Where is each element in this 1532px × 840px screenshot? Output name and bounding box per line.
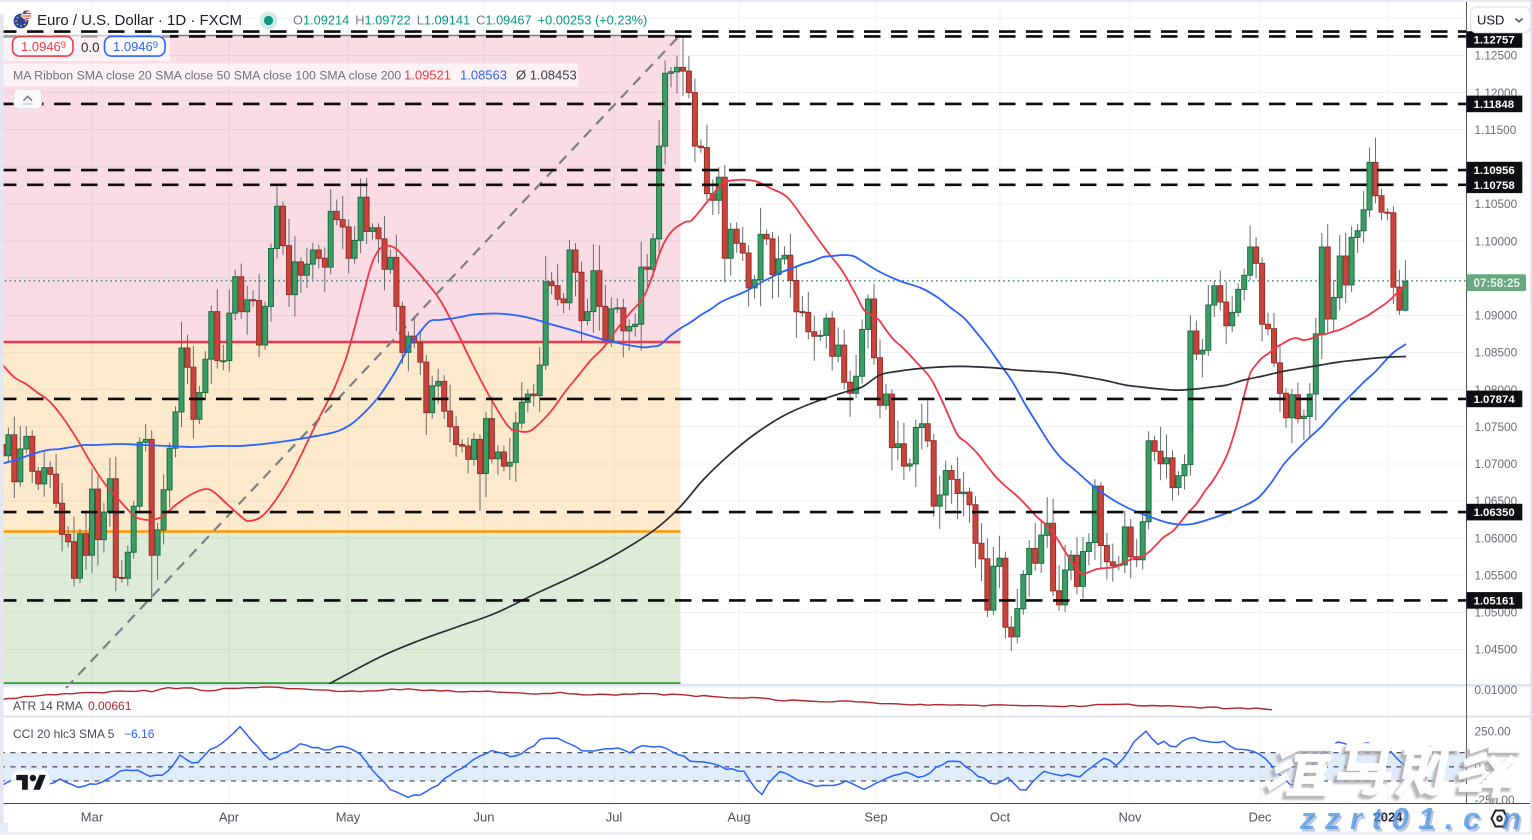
svg-text:ATR 14 RMA: ATR 14 RMA (13, 699, 83, 713)
svg-text:1.07000: 1.07000 (1475, 457, 1518, 471)
svg-text:1.12500: 1.12500 (1475, 49, 1518, 63)
svg-text:1.10956: 1.10956 (1474, 165, 1515, 177)
svg-text:Dec: Dec (1248, 810, 1272, 825)
svg-text:1.08563: 1.08563 (460, 68, 507, 83)
svg-text:1.07500: 1.07500 (1475, 420, 1518, 434)
svg-text:1.04500: 1.04500 (1475, 643, 1518, 657)
svg-text:1.12757: 1.12757 (1474, 35, 1515, 47)
svg-text:Ø 1.08453: Ø 1.08453 (516, 68, 577, 83)
svg-text:1.11500: 1.11500 (1475, 123, 1517, 137)
svg-text:1.10000: 1.10000 (1475, 234, 1518, 248)
svg-text:n: n (1504, 804, 1523, 836)
svg-text:Euro / U.S. Dollar · 1D · FXCM: Euro / U.S. Dollar · 1D · FXCM (37, 12, 242, 29)
svg-text:USD: USD (1477, 13, 1504, 28)
svg-text:Sep: Sep (864, 810, 887, 825)
svg-text:MA Ribbon SMA close 20 SMA clo: MA Ribbon SMA close 20 SMA close 50 SMA … (13, 69, 401, 83)
svg-text:zzrt01.c: zzrt01.c (1299, 801, 1490, 835)
svg-text:1.05500: 1.05500 (1475, 568, 1518, 582)
svg-text:0.0: 0.0 (81, 40, 100, 55)
svg-text:Mar: Mar (81, 810, 104, 825)
svg-text:250.00: 250.00 (1475, 725, 1512, 739)
svg-text:1.09000: 1.09000 (1475, 309, 1518, 323)
svg-text:1.11848: 1.11848 (1474, 99, 1515, 111)
svg-text:1.10500: 1.10500 (1475, 197, 1518, 211)
svg-text:Jul: Jul (606, 810, 623, 825)
svg-text:Oct: Oct (990, 810, 1011, 825)
svg-text:n: n (1502, 801, 1521, 835)
svg-text:1.06350: 1.06350 (1474, 507, 1515, 519)
svg-text:0.00661: 0.00661 (88, 699, 132, 713)
svg-text:1.08500: 1.08500 (1475, 346, 1518, 360)
svg-text:1.07874: 1.07874 (1474, 394, 1516, 406)
svg-text:1.05161: 1.05161 (1474, 596, 1516, 608)
svg-text:1.10758: 1.10758 (1474, 180, 1515, 192)
svg-text:−6.16: −6.16 (124, 727, 155, 741)
svg-text:0.01000: 0.01000 (1475, 683, 1518, 697)
svg-text:May: May (336, 810, 361, 825)
svg-text:1.09521: 1.09521 (404, 68, 451, 83)
svg-text:1.05000: 1.05000 (1475, 606, 1518, 620)
svg-text:2024: 2024 (1374, 810, 1404, 825)
svg-text:07:58:25: 07:58:25 (1474, 277, 1521, 290)
svg-text:CCI 20 hlc3 SMA 5: CCI 20 hlc3 SMA 5 (13, 727, 115, 741)
svg-text:Apr: Apr (219, 810, 240, 825)
svg-text:1.06000: 1.06000 (1475, 531, 1518, 545)
svg-text:Jun: Jun (474, 810, 495, 825)
svg-text:Nov: Nov (1118, 810, 1142, 825)
svg-text:1.09469: 1.09469 (21, 39, 66, 54)
svg-text:1.09469: 1.09469 (113, 39, 158, 54)
svg-text:Aug: Aug (727, 810, 750, 825)
